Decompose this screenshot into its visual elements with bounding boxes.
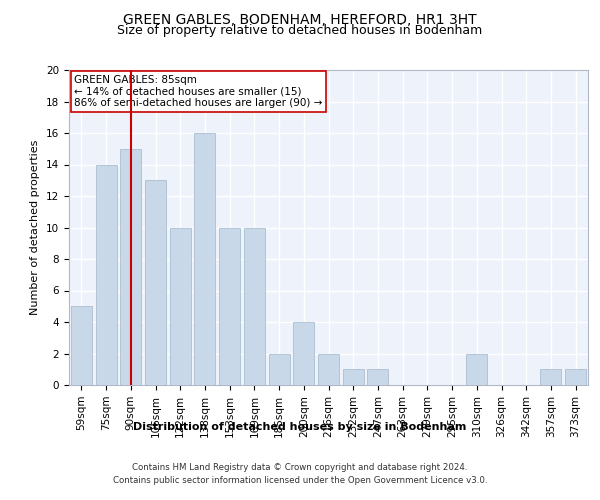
Text: Contains HM Land Registry data © Crown copyright and database right 2024.: Contains HM Land Registry data © Crown c… (132, 462, 468, 471)
Bar (71, 306, 92, 385)
Bar (219, 228, 240, 385)
Y-axis label: Number of detached properties: Number of detached properties (31, 140, 40, 315)
Bar (95, 164, 116, 385)
Bar (170, 228, 191, 385)
Bar (293, 322, 314, 385)
Bar (565, 369, 586, 385)
Text: Contains public sector information licensed under the Open Government Licence v3: Contains public sector information licen… (113, 476, 487, 485)
Bar (318, 354, 339, 385)
Text: GREEN GABLES, BODENHAM, HEREFORD, HR1 3HT: GREEN GABLES, BODENHAM, HEREFORD, HR1 3H… (123, 12, 477, 26)
Bar (269, 354, 290, 385)
Text: Size of property relative to detached houses in Bodenham: Size of property relative to detached ho… (118, 24, 482, 37)
Text: GREEN GABLES: 85sqm
← 14% of detached houses are smaller (15)
86% of semi-detach: GREEN GABLES: 85sqm ← 14% of detached ho… (74, 74, 323, 108)
Bar (120, 149, 141, 385)
Bar (466, 354, 487, 385)
Bar (194, 133, 215, 385)
Text: Distribution of detached houses by size in Bodenham: Distribution of detached houses by size … (133, 422, 467, 432)
Bar (343, 369, 364, 385)
Bar (367, 369, 388, 385)
Bar (541, 369, 562, 385)
Bar (244, 228, 265, 385)
Bar (145, 180, 166, 385)
